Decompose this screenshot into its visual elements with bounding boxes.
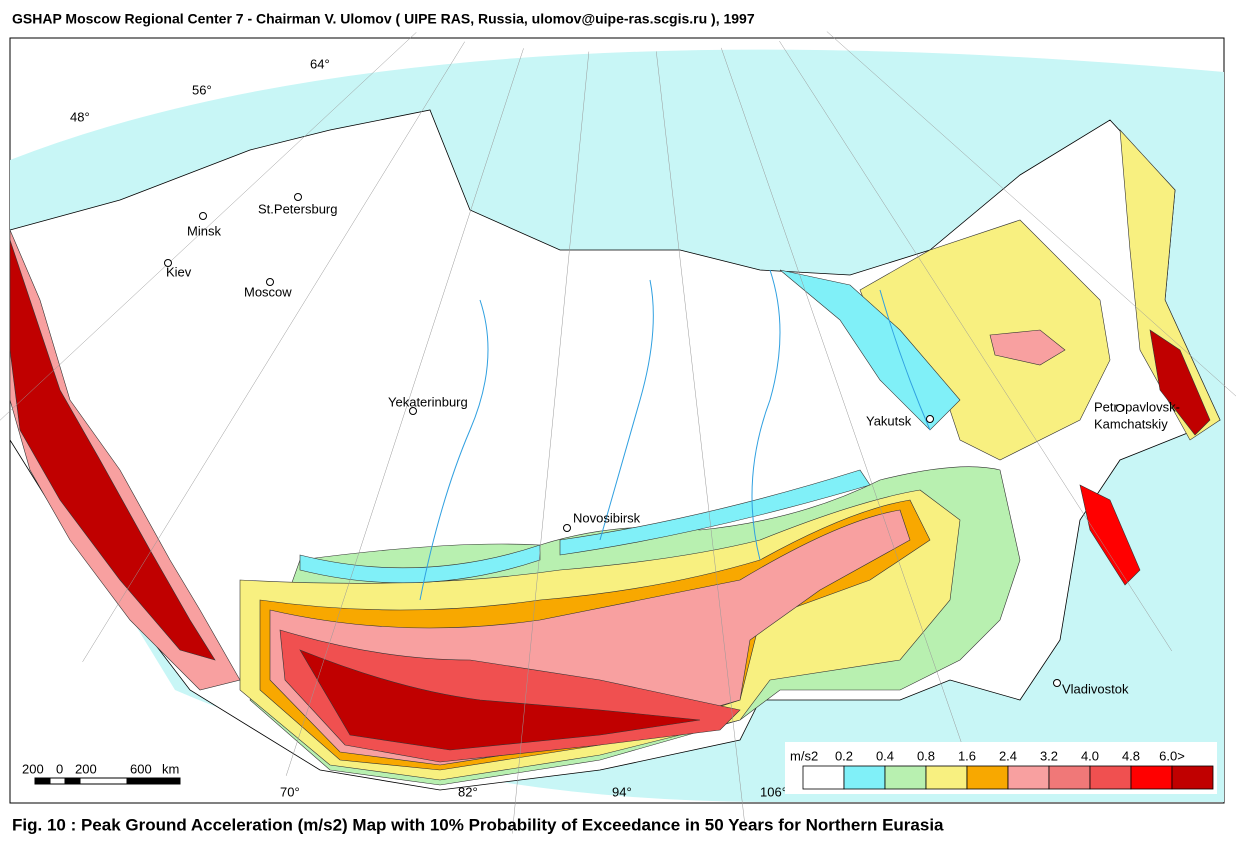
graticule-label: 70° bbox=[280, 784, 300, 799]
city-marker bbox=[294, 193, 302, 201]
hazard-zone bbox=[1119, 129, 1221, 441]
hazard-zones bbox=[0, 31, 1236, 834]
city-label: Kiev bbox=[166, 264, 192, 279]
legend-break-label: 2.4 bbox=[999, 748, 1017, 763]
hazard-zone bbox=[779, 269, 961, 431]
city-label: Kamchatskiy bbox=[1094, 416, 1168, 431]
city-marker bbox=[266, 278, 274, 286]
title: GSHAP Moscow Regional Center 7 - Chairma… bbox=[12, 11, 755, 27]
meridian bbox=[285, 48, 524, 776]
river bbox=[599, 279, 654, 541]
legend-break-label: 3.2 bbox=[1040, 748, 1058, 763]
city-label: Petropavlovsk- bbox=[1094, 399, 1180, 414]
legend-break-label: 4.0 bbox=[1081, 748, 1099, 763]
scale-segment bbox=[126, 777, 181, 785]
scale-segment bbox=[34, 777, 51, 785]
meridian bbox=[779, 40, 1173, 652]
legend: m/s2 0.2 0.4 0.8 1.6 2.4 3.2 4.0 4.8 6.0> bbox=[785, 742, 1217, 794]
meridian bbox=[826, 31, 1236, 397]
city-marker bbox=[563, 524, 571, 532]
legend-swatch bbox=[1048, 765, 1091, 790]
city-label: Minsk bbox=[187, 223, 221, 238]
hazard-zone bbox=[9, 239, 216, 661]
city-marker bbox=[409, 407, 417, 415]
city-label: Novosibirsk bbox=[573, 510, 641, 525]
scale-label: 600 bbox=[130, 761, 152, 776]
scale-segment bbox=[64, 777, 81, 785]
map-labels: 48° 56° 64° 70° 82° 94° 106° St.Petersburg Minsk… bbox=[22, 56, 1180, 799]
graticule-label: 94° bbox=[612, 784, 632, 799]
legend-swatch bbox=[1007, 765, 1050, 790]
hazard-zone bbox=[559, 469, 871, 556]
graticule-label: 48° bbox=[70, 109, 90, 124]
river bbox=[751, 269, 781, 561]
legend-break-label: 1.6 bbox=[958, 748, 976, 763]
legend-swatch bbox=[1171, 765, 1214, 790]
hazard-zone bbox=[1079, 484, 1141, 586]
city-marker bbox=[164, 259, 172, 267]
city-label: Yekaterinburg bbox=[388, 394, 468, 409]
legend-swatch bbox=[884, 765, 927, 790]
city-label: Vladivostok bbox=[1062, 681, 1129, 696]
meridian bbox=[512, 51, 590, 834]
legend-break-label: 0.2 bbox=[835, 748, 853, 763]
legend-swatch bbox=[1089, 765, 1132, 790]
city-label: Yakutsk bbox=[866, 413, 912, 428]
scale-segment bbox=[79, 777, 128, 785]
city-label: Moscow bbox=[244, 284, 292, 299]
legend-swatch bbox=[843, 765, 886, 790]
scale-label: 200 bbox=[22, 761, 44, 776]
graticule-label: 106° bbox=[760, 784, 787, 799]
city-marker bbox=[1053, 679, 1061, 687]
hazard-zone bbox=[299, 649, 701, 751]
graticule-label: 64° bbox=[310, 56, 330, 71]
legend-break-label: 4.8 bbox=[1122, 748, 1140, 763]
city-label: St.Petersburg bbox=[258, 201, 338, 216]
caption: Fig. 10 : Peak Ground Acceleration (m/s2… bbox=[12, 815, 944, 834]
river bbox=[879, 289, 931, 431]
legend-break-label: 0.8 bbox=[917, 748, 935, 763]
scale-label: 0 bbox=[56, 761, 63, 776]
legend-break-label: 6.0> bbox=[1159, 748, 1185, 763]
graticule-label: 56° bbox=[192, 82, 212, 97]
city-marker bbox=[926, 415, 934, 423]
city-marker bbox=[199, 212, 207, 220]
meridian bbox=[721, 47, 971, 770]
meridian bbox=[82, 41, 465, 663]
legend-swatch bbox=[802, 765, 845, 790]
legend-break-label: 0.4 bbox=[876, 748, 894, 763]
legend-swatch bbox=[925, 765, 968, 790]
river bbox=[419, 299, 489, 601]
legend-swatch bbox=[1130, 765, 1173, 790]
scale-segment bbox=[49, 777, 66, 785]
meridian bbox=[656, 51, 746, 832]
graticule-label: 82° bbox=[458, 784, 478, 799]
hazard-zone bbox=[989, 329, 1066, 366]
legend-swatch bbox=[966, 765, 1009, 790]
hazard-zone bbox=[299, 544, 541, 584]
city-marker bbox=[1116, 404, 1124, 412]
hazard-zone bbox=[1149, 329, 1211, 436]
scale-label: km bbox=[162, 761, 179, 776]
scale-label: 200 bbox=[75, 761, 97, 776]
legend-unit: m/s2 bbox=[790, 748, 818, 763]
